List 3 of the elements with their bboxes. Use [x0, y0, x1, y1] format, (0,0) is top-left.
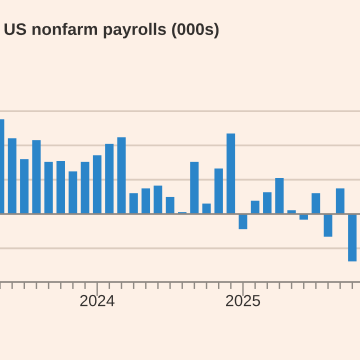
x-tick-label: 2024 [80, 294, 114, 306]
x-tick-label: 2025 [226, 294, 260, 306]
chart-title: US nonfarm payrolls (000s) [4, 22, 219, 38]
